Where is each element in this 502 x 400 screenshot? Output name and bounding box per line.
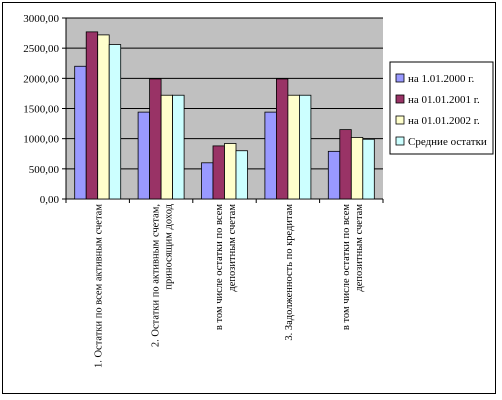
bar [275, 78, 289, 200]
y-tick-label: 2500,00 [23, 43, 59, 55]
legend-label: на 1.01.2000 г. [408, 73, 475, 85]
x-category-label-line: в том числе остатки по всем [214, 204, 225, 330]
x-category-label-line: приносящим доход [164, 203, 175, 289]
bar [137, 111, 151, 200]
y-tick-label: 2000,00 [23, 73, 59, 85]
legend-label: Средние остатки [408, 136, 487, 148]
bar [212, 145, 225, 200]
bar [108, 44, 122, 200]
legend-label: на 01.01.2002 г. [408, 115, 480, 127]
bar [264, 111, 277, 200]
bar [97, 34, 110, 200]
bar [85, 31, 99, 200]
x-category-label-line: депозитным счетам [354, 204, 365, 292]
y-tick-label: 0,00 [40, 194, 60, 206]
bar [172, 94, 185, 200]
y-tick-label: 3000,00 [23, 13, 59, 25]
legend-swatch [395, 115, 405, 125]
x-category-label-line: 1. Остатки по всем активным счетам [94, 204, 105, 368]
y-tick-label: 500,00 [29, 164, 60, 176]
legend-swatch [395, 94, 405, 104]
bar [201, 162, 214, 200]
bar [327, 150, 341, 200]
bar [160, 94, 174, 200]
bar [74, 65, 87, 200]
x-category-label: 1. Остатки по всем активным счетам [94, 204, 105, 368]
legend-swatch [395, 73, 405, 83]
legend-label: на 01.01.2001 г. [408, 94, 480, 106]
legend-swatch [395, 136, 405, 146]
x-category-label: в том числе остатки по всем депозитным сч… [341, 204, 365, 330]
bar [224, 143, 237, 200]
x-category-label: в том числе остатки по всем депозитным сч… [214, 204, 238, 330]
y-tick-label: 1000,00 [23, 134, 59, 146]
y-tick-label: 1500,00 [23, 104, 59, 116]
x-category-label-line: в том числе остатки по всем [341, 204, 352, 330]
bar [149, 78, 162, 200]
legend-box [389, 61, 494, 155]
x-category-label-line: 2. Остатки по активным счетам, [151, 204, 162, 347]
bar [339, 129, 352, 200]
bar [287, 94, 300, 200]
x-category-label: 3. Задолженность по кредитам [284, 204, 295, 341]
x-category-label: 2. Остатки по активным счетам, приносящим… [151, 203, 175, 347]
bar [350, 137, 364, 200]
bar [298, 94, 312, 200]
bar [235, 150, 248, 200]
x-category-label-line: 3. Задолженность по кредитам [284, 204, 295, 341]
x-category-label-line: депозитным счетам [227, 204, 238, 292]
bar [362, 138, 375, 200]
